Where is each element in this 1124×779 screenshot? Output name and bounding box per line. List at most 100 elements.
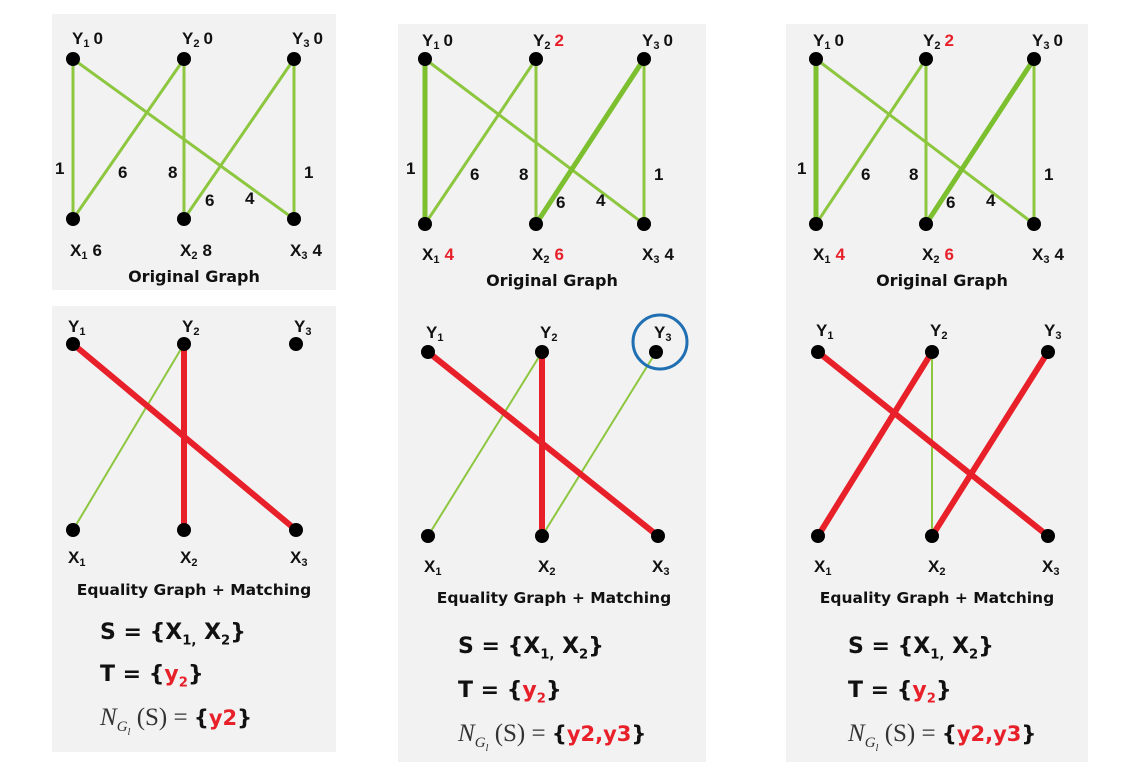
panel-2: Y1 0 Y2 2 Y3 0 X1 4 X2 6 X3 4 1 6 8 6 4 1 Orig…: [398, 24, 706, 762]
node-y3: [287, 52, 301, 66]
node-x1: [66, 212, 80, 226]
weight-y1-x1: 1: [55, 159, 64, 178]
set-t: T = {y2}: [458, 678, 562, 707]
weight-y3-x2: 6: [556, 193, 565, 212]
set-t: T = {y2}: [848, 678, 952, 707]
node-x3: [287, 212, 301, 226]
neighborhood-formula: NGl (S) = {y2,y3}: [458, 720, 647, 754]
highlight-circle-y3: [631, 313, 689, 371]
weight-y2-x2: 8: [519, 165, 528, 184]
eq-node-x2: [177, 523, 191, 537]
eq-label-y2: Y2: [540, 323, 557, 344]
weight-y2-x1: 6: [470, 165, 479, 184]
eq-label-x3: X3: [290, 548, 307, 569]
eq-label-y3: Y3: [294, 317, 311, 338]
node-y3: [637, 52, 651, 66]
eq-node-y1: [66, 337, 80, 351]
eq-node-y2: [925, 345, 939, 359]
eq-node-y1: [421, 345, 435, 359]
weight-y2-x1: 6: [861, 165, 870, 184]
weight-y3-x3: 1: [1044, 165, 1053, 184]
neighborhood-value: {y2,y3}: [941, 722, 1037, 746]
weight-y3-x3: 1: [304, 163, 313, 182]
weight-y1-x1: 1: [797, 159, 806, 178]
edge-y2-x1: [814, 57, 928, 226]
node-y2: [177, 52, 191, 66]
eq-label-y2: Y2: [930, 321, 947, 342]
weight-y1-x3: 4: [596, 191, 606, 210]
caption-equality-graph: Equality Graph + Matching: [820, 589, 1054, 607]
eq-label-x2: X2: [928, 557, 945, 578]
label-y1: Y1 0: [72, 29, 103, 50]
label-x1: X1 4: [813, 245, 845, 266]
eq-edge-y3-x2: [541, 351, 657, 537]
node-x1: [418, 217, 432, 231]
caption-original-graph: Original Graph: [128, 267, 260, 286]
eq-node-x1: [421, 529, 435, 543]
eq-node-x1: [811, 529, 825, 543]
weight-y3-x2: 6: [205, 191, 214, 210]
eq-label-x2: X2: [538, 557, 555, 578]
caption-equality-graph: Equality Graph + Matching: [77, 581, 311, 599]
label-y2: Y2 0: [182, 29, 213, 50]
label-y1: Y1 0: [813, 31, 844, 52]
label-x3: X3 4: [290, 241, 322, 262]
caption-original-graph: Original Graph: [486, 271, 618, 290]
panel-2-bg: [398, 24, 706, 762]
node-x3: [637, 217, 651, 231]
eq-node-y3: [1041, 345, 1055, 359]
panel-3-diagram: Y1 0 Y2 2 Y3 0 X1 4 X2 6 X3 4 1 6 8 6 4 1 Orig…: [797, 31, 1064, 607]
eq-label-y1: Y1: [426, 323, 443, 344]
eq-label-x2: X2: [180, 548, 197, 569]
label-y1: Y1 0: [422, 31, 453, 52]
node-x2: [919, 217, 933, 231]
label-x1: X1 6: [70, 241, 102, 262]
panel-1: Y1 0 Y2 0 Y3 0 X1 6 X2 8 X3 4 1 6 8 6 4 1 Orig…: [52, 14, 336, 752]
eq-node-x3: [289, 523, 303, 537]
eq-node-y2: [535, 345, 549, 359]
label-y2: Y2 2: [923, 31, 954, 52]
eq-label-x1: X1: [68, 548, 85, 569]
edge-y3-x2: [533, 56, 647, 227]
eq-label-x3: X3: [1042, 557, 1059, 578]
eq-label-y3: Y3: [654, 323, 671, 344]
panel-3-bg: [786, 24, 1088, 762]
set-s: S = {X1, X2}: [100, 620, 246, 649]
edge-y3-x2: [923, 56, 1037, 227]
label-x3: X3 4: [642, 245, 674, 266]
node-y1: [809, 52, 823, 66]
set-s: S = {X1, X2}: [848, 634, 994, 663]
eq-node-y3: [289, 337, 303, 351]
panel-1-diagram: Y1 0 Y2 0 Y3 0 X1 6 X2 8 X3 4 1 6 8 6 4 1 Orig…: [55, 29, 323, 599]
eq-node-y3: [649, 345, 663, 359]
neighborhood-value: {y2,y3}: [551, 722, 647, 746]
caption-equality-graph: Equality Graph + Matching: [437, 589, 671, 607]
set-t: T = {y2}: [100, 662, 204, 691]
weight-y3-x3: 1: [654, 165, 663, 184]
weight-y1-x3: 4: [245, 189, 255, 208]
eq-label-y1: Y1: [68, 317, 85, 338]
label-x2: X2 6: [922, 245, 954, 266]
eq-node-y1: [811, 345, 825, 359]
edge-y2-x1: [423, 57, 538, 226]
weight-y2-x2: 8: [909, 165, 918, 184]
label-y3: Y3 0: [1032, 31, 1063, 52]
panel-1-bottom-bg: [52, 306, 336, 752]
label-x2: X2 8: [180, 241, 212, 262]
weight-y1-x3: 4: [986, 191, 996, 210]
eq-node-x2: [925, 529, 939, 543]
eq-label-y1: Y1: [816, 321, 833, 342]
label-y3: Y3 0: [642, 31, 673, 52]
eq-label-x3: X3: [652, 557, 669, 578]
eq-node-y2: [177, 337, 191, 351]
label-x2: X2 6: [532, 245, 564, 266]
node-y2: [919, 52, 933, 66]
match-edge-y3-x2: [929, 349, 1051, 539]
eq-label-x1: X1: [814, 557, 831, 578]
eq-label-x1: X1: [424, 557, 441, 578]
edge-y2-x1: [71, 57, 186, 221]
label-y3: Y3 0: [292, 29, 323, 50]
neighborhood-value: {y2}: [193, 706, 253, 730]
eq-label-y2: Y2: [182, 317, 199, 338]
eq-node-x3: [1041, 529, 1055, 543]
